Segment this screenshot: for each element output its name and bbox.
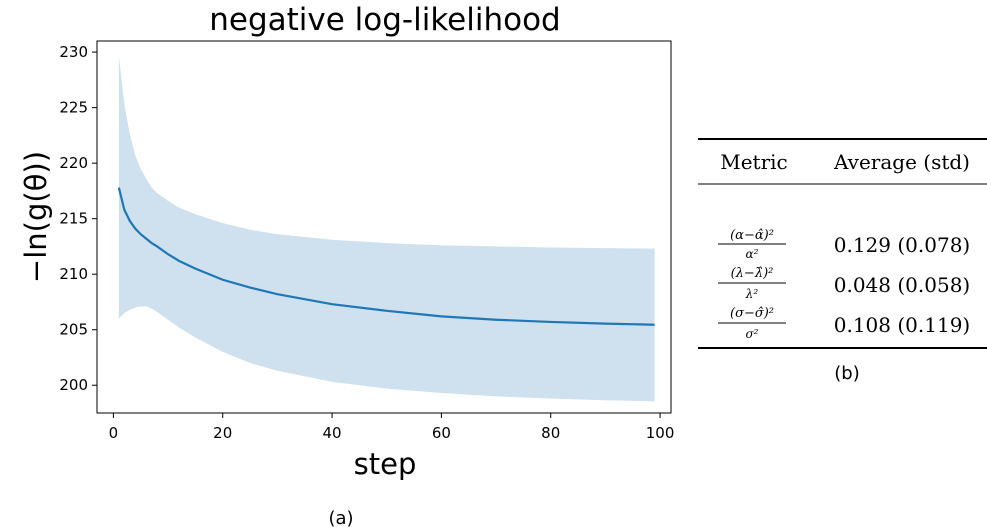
table-header-metric: Metric: [720, 150, 788, 174]
y-tick-label: 230: [59, 43, 88, 61]
y-tick-label: 210: [59, 265, 88, 283]
metric-denominator: σ²: [745, 327, 758, 341]
table-header-average: Average (std): [833, 150, 970, 174]
metric-numerator: (λ−λ̂)²: [731, 266, 774, 281]
metric-numerator: (σ−σ̂)²: [730, 306, 774, 321]
table-row: (σ−σ̂)² σ² 0.108 (0.119): [718, 306, 970, 341]
plot-frame: [96, 40, 672, 414]
x-axis-label: step: [354, 447, 417, 481]
y-axis-label: −ln(g(θ)): [19, 151, 53, 283]
mean-line: [117, 187, 655, 326]
x-tick-label: 40: [323, 424, 342, 442]
metrics-table: Metric Average (std) (α−α̂)² α² 0.129 (0…: [698, 138, 987, 384]
metric-value: 0.108 (0.119): [834, 313, 970, 337]
metric-value: 0.129 (0.078): [834, 233, 970, 257]
metric-denominator: λ²: [745, 287, 759, 301]
y-tick-label: 215: [59, 210, 88, 228]
x-tick-label: 80: [541, 424, 560, 442]
table-row: (λ−λ̂)² λ² 0.048 (0.058): [718, 266, 970, 301]
plot-area: [117, 56, 655, 402]
y-tick-label: 200: [59, 376, 88, 394]
metric-value: 0.048 (0.058): [834, 273, 970, 297]
metric-numerator: (α−α̂)²: [730, 228, 774, 243]
metric-denominator: α²: [746, 247, 759, 261]
x-tick-label: 60: [432, 424, 451, 442]
x-axis: 0 20 40 60 80 100: [109, 413, 675, 442]
y-tick-label: 205: [59, 321, 88, 339]
x-tick-label: 20: [213, 424, 232, 442]
y-tick-label: 220: [59, 154, 88, 172]
x-tick-label: 0: [109, 424, 119, 442]
caption-b: (b): [834, 363, 859, 384]
std-band: [118, 56, 655, 402]
y-tick-label: 225: [59, 99, 88, 117]
table-row: (α−α̂)² α² 0.129 (0.078): [718, 228, 970, 261]
caption-a: (a): [328, 508, 353, 529]
chart-title: negative log-likelihood: [209, 2, 561, 38]
y-axis: 200 205 210 215 220 225 230: [59, 43, 97, 394]
x-tick-label: 100: [646, 424, 675, 442]
